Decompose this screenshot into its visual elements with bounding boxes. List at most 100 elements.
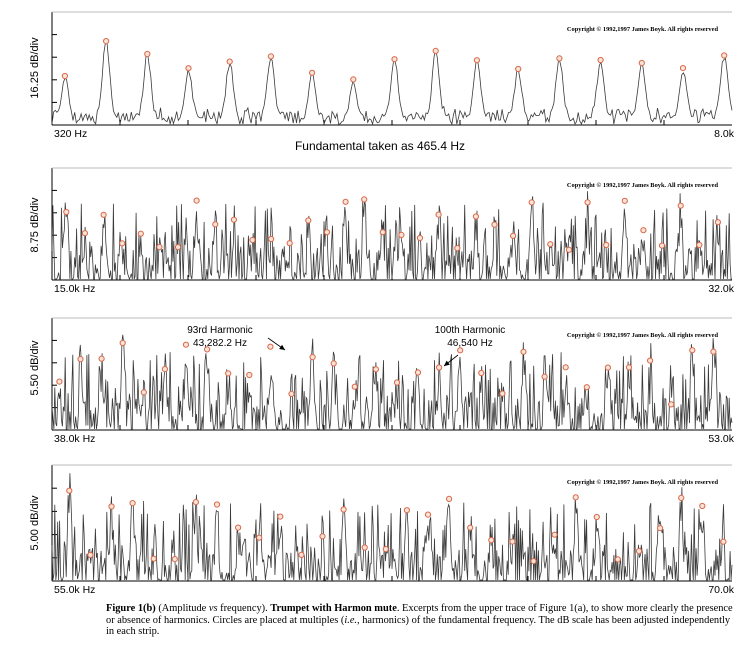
- y-axis-label: 16.25 dB/div: [29, 37, 41, 99]
- harmonic-marker-89: [204, 346, 211, 353]
- harmonic-marker-4: [185, 65, 192, 72]
- harmonic-marker-10: [432, 47, 439, 55]
- harmonic-marker-53: [435, 211, 442, 218]
- harmonic-marker-41: [212, 221, 219, 228]
- y-axis-label: 5.00 dB/div: [29, 495, 41, 551]
- spectrum-trace: [51, 334, 733, 431]
- harmonic-marker-63: [621, 197, 628, 204]
- harmonic-annotation-93: 93rd Harmonic 43,282.2 Hz: [187, 325, 286, 351]
- harmonic-marker-108: [604, 364, 612, 371]
- spectrum-strip-3: 5.50 dB/div 38.0k Hz 53.0k Copyright © 1992…: [29, 317, 735, 445]
- harmonic-marker-96: [351, 383, 358, 390]
- harmonic-marker-87: [161, 366, 168, 373]
- harmonic-marker-65: [658, 242, 666, 249]
- annotation-frequency: 46,540 Hz: [447, 338, 493, 349]
- caption-vs: vs: [208, 603, 218, 614]
- figure-caption: Figure 1(b) (Amplitude vs frequency). Tr…: [106, 603, 736, 638]
- caption-ie: i.e.: [344, 614, 358, 626]
- harmonic-marker-136: [424, 511, 432, 518]
- harmonic-marker-129: [277, 513, 284, 520]
- harmonic-marker-105: [541, 373, 548, 380]
- spectrum-trace: [51, 191, 732, 281]
- harmonic-marker-9: [391, 56, 398, 63]
- harmonic-marker-137: [446, 495, 453, 502]
- copyright-notice: Copyright © 1992,1997 James Boyk. All ri…: [567, 182, 719, 189]
- spectrum-strip-4: 5.00 dB/div 55.0k Hz 70.0k Copyright © 1992…: [29, 464, 735, 596]
- harmonic-marker-38: [156, 243, 163, 251]
- harmonic-marker-66: [677, 202, 684, 209]
- x-start-label: 15.0k Hz: [54, 283, 95, 295]
- harmonic-marker-142: [551, 531, 558, 538]
- harmonic-marker-119: [66, 487, 73, 494]
- harmonic-marker-140: [509, 538, 516, 545]
- harmonic-marker-37: [137, 230, 144, 237]
- harmonic-marker-104: [520, 348, 527, 355]
- harmonic-marker-109: [625, 364, 633, 371]
- harmonic-marker-67: [696, 241, 703, 249]
- y-axis-label: 8.75 dB/div: [29, 197, 41, 253]
- harmonic-marker-83: [77, 356, 84, 363]
- harmonic-marker-62: [603, 241, 610, 249]
- harmonic-marker-68: [714, 219, 722, 226]
- harmonic-marker-102: [478, 369, 485, 377]
- harmonic-marker-59: [547, 241, 554, 248]
- spectrum-strip-1: 16.25 dB/div 320 Hz 8.0k Copyright © 1992,1…: [29, 11, 735, 153]
- harmonic-marker-134: [382, 546, 389, 553]
- harmonic-marker-103: [499, 390, 506, 397]
- harmonic-markers: [66, 487, 727, 565]
- x-end-label: 8.0k: [714, 128, 735, 140]
- spectrum-strip-2: 8.75 dB/div 15.0k Hz 32.0k Copyright © 1992…: [29, 167, 735, 295]
- arrow-head-icon: [444, 360, 450, 366]
- harmonic-marker-122: [129, 500, 136, 507]
- copyright-notice: Copyright © 1992,1997 James Boyk. All ri…: [567, 26, 719, 33]
- arrow-head-icon: [279, 344, 285, 350]
- harmonic-marker-127: [235, 524, 242, 531]
- harmonic-marker-55: [472, 213, 479, 220]
- harmonic-marker-47: [323, 229, 331, 236]
- harmonic-marker-52: [416, 234, 424, 242]
- harmonic-marker-40: [193, 197, 200, 204]
- spectrum-figure: 16.25 dB/div 320 Hz 8.0k Copyright © 1992,1…: [29, 11, 735, 596]
- harmonic-marker-130: [298, 551, 305, 559]
- harmonic-marker-84: [98, 355, 105, 362]
- harmonic-marker-110: [647, 357, 654, 364]
- caption-text-4: , harmonics) of the fundamental frequenc…: [106, 614, 731, 638]
- harmonic-marker-5: [226, 58, 233, 65]
- harmonic-marker-14: [597, 56, 604, 64]
- harmonic-marker-3: [144, 50, 151, 58]
- caption-text-3: . Excerpts from the upper trace of Figur…: [106, 603, 733, 626]
- harmonic-marker-141: [530, 558, 537, 565]
- annotation-frequency: 43,282.2 Hz: [193, 338, 247, 349]
- harmonic-marker-44: [268, 235, 275, 243]
- harmonic-marker-56: [491, 221, 498, 228]
- x-end-label: 53.0k: [708, 433, 734, 445]
- spectrum-trace: [51, 473, 733, 582]
- harmonic-marker-58: [528, 199, 535, 206]
- harmonic-marker-125: [192, 499, 199, 506]
- harmonic-marker-7: [309, 69, 316, 76]
- harmonic-marker-39: [174, 244, 182, 251]
- harmonic-marker-43: [249, 236, 256, 244]
- harmonic-marker-50: [379, 229, 386, 236]
- harmonic-marker-57: [509, 232, 517, 239]
- harmonic-marker-99: [414, 369, 422, 376]
- copyright-notice: Copyright © 1992,1997 James Boyk. All ri…: [567, 332, 719, 339]
- caption-bold-title: Trumpet with Harmon mute: [270, 603, 397, 614]
- harmonic-annotation-100: 100th Harmonic 46,540 Hz: [435, 325, 505, 367]
- harmonic-marker-64: [640, 227, 647, 234]
- harmonic-marker-90: [225, 370, 232, 377]
- harmonic-marker-133: [361, 544, 368, 551]
- copyright-notice: Copyright © 1992,1997 James Boyk. All ri…: [567, 479, 719, 486]
- harmonic-marker-60: [565, 246, 573, 253]
- harmonic-marker-95: [330, 360, 337, 367]
- x-start-label: 55.0k Hz: [54, 584, 95, 596]
- x-start-label: 38.0k Hz: [54, 433, 95, 445]
- harmonic-marker-98: [393, 379, 401, 386]
- harmonic-marker-149: [699, 502, 706, 510]
- harmonic-marker-147: [657, 525, 664, 532]
- harmonic-marker-150: [720, 538, 727, 545]
- harmonic-marker-135: [403, 507, 410, 514]
- x-end-label: 70.0k: [708, 584, 734, 596]
- harmonic-marker-146: [635, 548, 643, 555]
- spectrum-trace: [51, 42, 733, 126]
